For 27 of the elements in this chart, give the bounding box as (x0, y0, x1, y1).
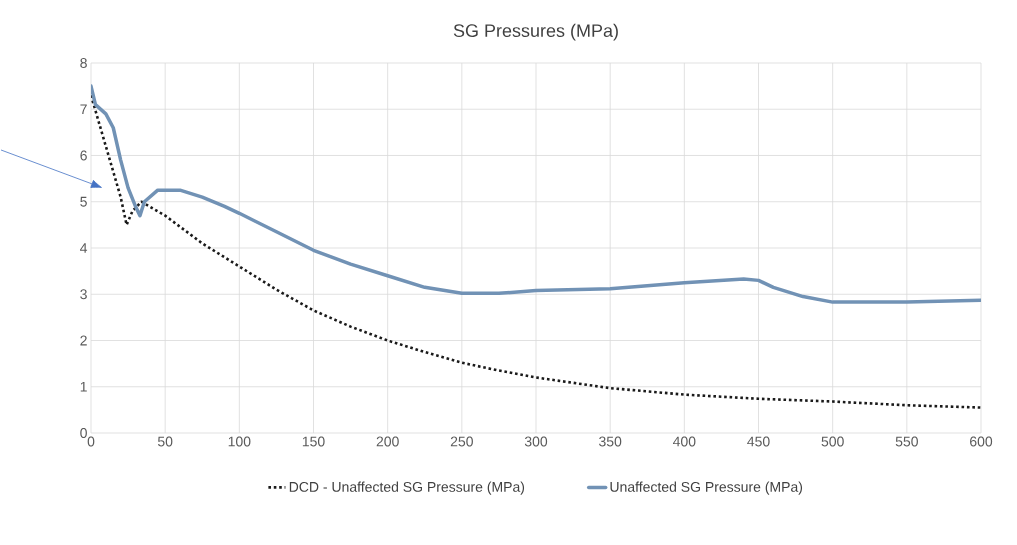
x-tick-label: 100 (228, 436, 251, 447)
y-tick-label: 2 (80, 335, 87, 346)
line-series (91, 84, 982, 304)
y-tick-label: 3 (80, 289, 87, 300)
x-tick-label: 150 (302, 436, 325, 447)
legend-label: Unaffected SG Pressure (MPa) (610, 481, 803, 495)
y-tick-label: 8 (80, 58, 87, 68)
x-tick-label: 200 (376, 436, 399, 447)
x-tick-label: 500 (821, 436, 844, 447)
x-tick-label: 550 (895, 436, 918, 447)
x-tick-label: 450 (747, 436, 770, 447)
y-tick-label: 5 (80, 196, 87, 207)
x-tick-label: 600 (970, 436, 993, 447)
y-tick-label: 1 (80, 381, 87, 392)
x-tick-label: 250 (450, 436, 473, 447)
line-series (91, 94, 982, 409)
x-tick-label: 0 (87, 436, 95, 447)
y-tick-label: 0 (80, 428, 87, 438)
x-tick-label: 300 (524, 436, 548, 447)
x-tick-label: 400 (672, 436, 696, 447)
y-tick-label: 6 (80, 150, 87, 161)
y-tick-label: 7 (80, 104, 87, 115)
x-tick-label: 50 (157, 436, 173, 447)
legend-label: DCD - Unaffected SG Pressure (MPa) (289, 481, 525, 495)
x-tick-label: 350 (599, 436, 622, 447)
y-tick-label: 4 (80, 243, 88, 253)
chart-title: SG Pressures (MPa) (453, 23, 618, 41)
